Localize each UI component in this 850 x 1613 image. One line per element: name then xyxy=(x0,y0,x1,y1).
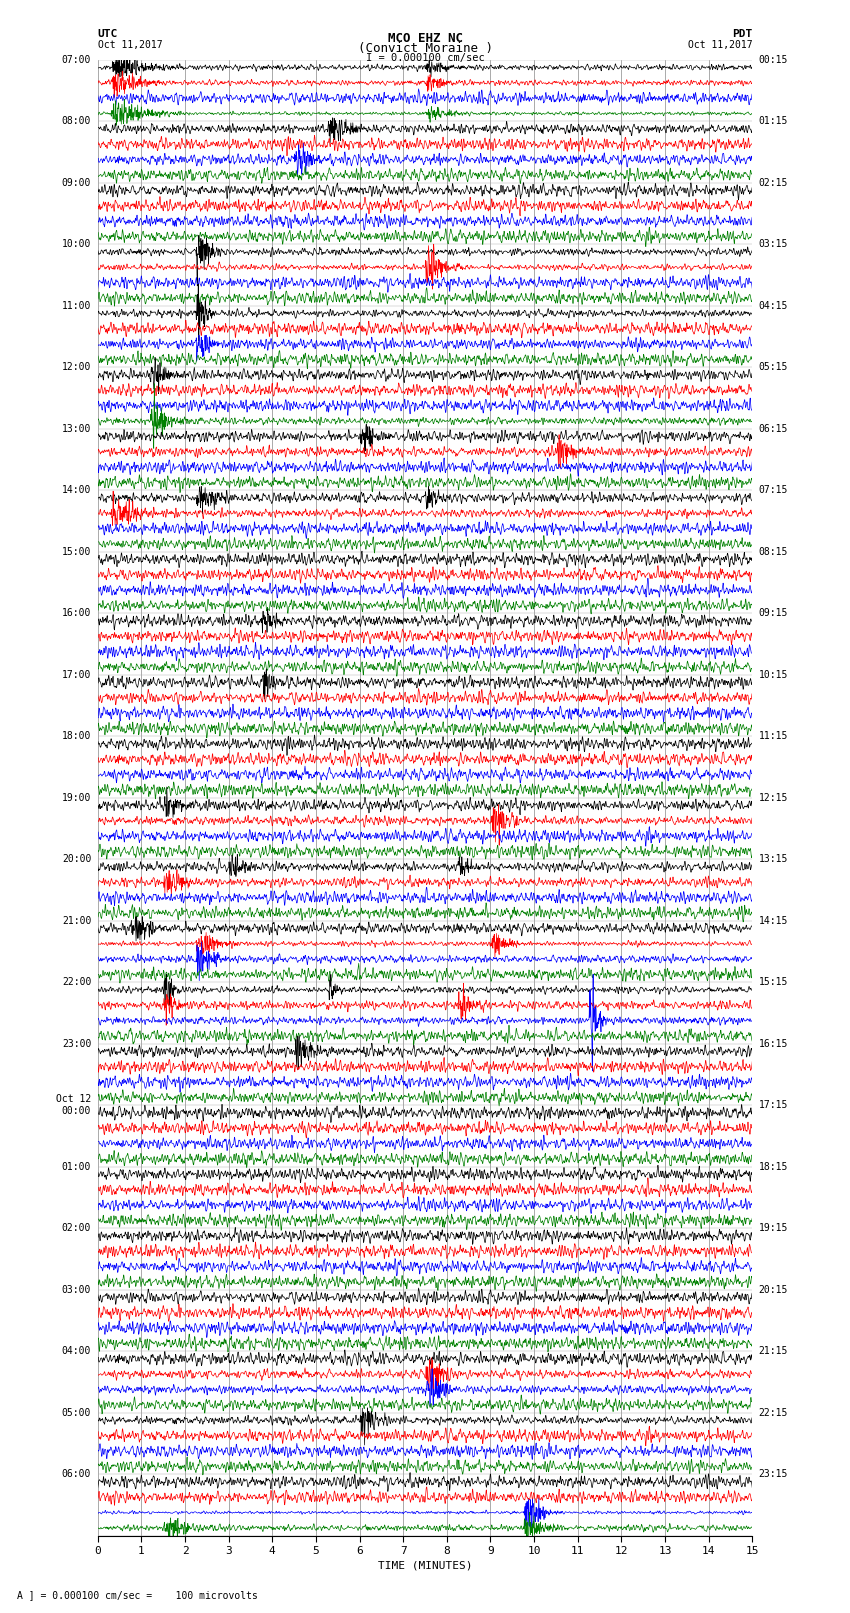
Text: 01:00: 01:00 xyxy=(62,1161,91,1171)
Text: 16:00: 16:00 xyxy=(62,608,91,618)
Text: 22:00: 22:00 xyxy=(62,977,91,987)
Text: 12:00: 12:00 xyxy=(62,363,91,373)
Text: 03:00: 03:00 xyxy=(62,1284,91,1295)
Text: I = 0.000100 cm/sec: I = 0.000100 cm/sec xyxy=(366,53,484,63)
Text: 05:00: 05:00 xyxy=(62,1408,91,1418)
Text: 15:15: 15:15 xyxy=(759,977,788,987)
Text: 21:00: 21:00 xyxy=(62,916,91,926)
Text: 08:15: 08:15 xyxy=(759,547,788,556)
Text: 23:15: 23:15 xyxy=(759,1469,788,1479)
Text: 04:15: 04:15 xyxy=(759,300,788,311)
Text: 07:15: 07:15 xyxy=(759,486,788,495)
Text: 18:00: 18:00 xyxy=(62,731,91,740)
Text: 12:15: 12:15 xyxy=(759,792,788,803)
Text: 19:15: 19:15 xyxy=(759,1223,788,1232)
Text: 02:15: 02:15 xyxy=(759,177,788,187)
Text: 13:00: 13:00 xyxy=(62,424,91,434)
Text: UTC: UTC xyxy=(98,29,118,39)
Text: 06:00: 06:00 xyxy=(62,1469,91,1479)
Text: Oct 11,2017: Oct 11,2017 xyxy=(688,40,752,50)
Text: 14:15: 14:15 xyxy=(759,916,788,926)
Text: Oct 12
00:00: Oct 12 00:00 xyxy=(56,1094,91,1116)
Text: 05:15: 05:15 xyxy=(759,363,788,373)
Text: 20:15: 20:15 xyxy=(759,1284,788,1295)
Text: 21:15: 21:15 xyxy=(759,1347,788,1357)
Text: 18:15: 18:15 xyxy=(759,1161,788,1171)
Text: 10:15: 10:15 xyxy=(759,669,788,679)
Text: 09:00: 09:00 xyxy=(62,177,91,187)
Text: 15:00: 15:00 xyxy=(62,547,91,556)
Text: 17:00: 17:00 xyxy=(62,669,91,679)
Text: 02:00: 02:00 xyxy=(62,1223,91,1232)
Text: 11:00: 11:00 xyxy=(62,300,91,311)
Text: 13:15: 13:15 xyxy=(759,855,788,865)
Text: 22:15: 22:15 xyxy=(759,1408,788,1418)
Text: 20:00: 20:00 xyxy=(62,855,91,865)
Text: 06:15: 06:15 xyxy=(759,424,788,434)
Text: A ] = 0.000100 cm/sec =    100 microvolts: A ] = 0.000100 cm/sec = 100 microvolts xyxy=(17,1590,258,1600)
Text: 04:00: 04:00 xyxy=(62,1347,91,1357)
Text: 01:15: 01:15 xyxy=(759,116,788,126)
Text: 09:15: 09:15 xyxy=(759,608,788,618)
Text: 23:00: 23:00 xyxy=(62,1039,91,1048)
Text: 14:00: 14:00 xyxy=(62,486,91,495)
Text: Oct 11,2017: Oct 11,2017 xyxy=(98,40,162,50)
Text: 17:15: 17:15 xyxy=(759,1100,788,1110)
Text: 00:15: 00:15 xyxy=(759,55,788,65)
Text: 10:00: 10:00 xyxy=(62,239,91,248)
Text: 11:15: 11:15 xyxy=(759,731,788,740)
Text: 16:15: 16:15 xyxy=(759,1039,788,1048)
Text: 19:00: 19:00 xyxy=(62,792,91,803)
Text: (Convict Moraine ): (Convict Moraine ) xyxy=(358,42,492,55)
Text: 08:00: 08:00 xyxy=(62,116,91,126)
X-axis label: TIME (MINUTES): TIME (MINUTES) xyxy=(377,1560,473,1569)
Text: PDT: PDT xyxy=(732,29,752,39)
Text: 07:00: 07:00 xyxy=(62,55,91,65)
Text: MCO EHZ NC: MCO EHZ NC xyxy=(388,32,462,45)
Text: 03:15: 03:15 xyxy=(759,239,788,248)
